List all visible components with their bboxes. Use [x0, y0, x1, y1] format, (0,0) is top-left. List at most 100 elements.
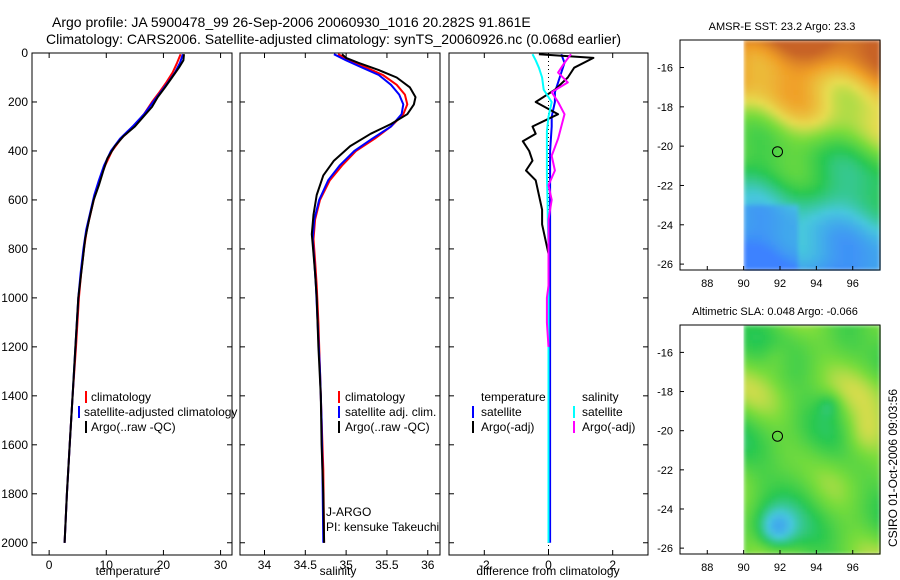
map-cell: [816, 409, 822, 416]
map-cell: [875, 145, 881, 151]
map-cell: [798, 90, 804, 96]
map-cell: [866, 419, 872, 426]
x-tick-label: 90: [738, 562, 750, 574]
map-cell: [811, 85, 817, 91]
map-cell: [748, 335, 754, 341]
map-cell: [839, 539, 845, 545]
map-cell: [866, 70, 872, 76]
map-cell: [870, 260, 876, 266]
map-cell: [839, 335, 845, 341]
map-cell: [743, 185, 749, 191]
map-cell: [770, 265, 776, 271]
map-cell: [830, 105, 836, 111]
map-cell: [743, 509, 749, 515]
map-cell: [843, 539, 849, 545]
map-cell: [757, 145, 763, 151]
map-cell: [793, 225, 799, 231]
map-cell: [757, 125, 763, 131]
map-cell: [798, 165, 804, 171]
map-cell: [861, 404, 867, 411]
map-cell: [784, 519, 790, 525]
map-cell: [852, 70, 858, 76]
map-cell: [757, 195, 763, 201]
map-cell: [789, 260, 795, 266]
map-cell: [839, 185, 845, 191]
map-cell: [843, 404, 849, 411]
map-cell: [766, 230, 772, 236]
map-cell: [816, 419, 822, 426]
map-cell: [798, 135, 804, 141]
map-cell: [839, 40, 845, 46]
map-cell: [780, 50, 786, 56]
map-cell: [752, 519, 758, 525]
x-tick-label: 92: [774, 562, 786, 574]
map-cell: [852, 190, 858, 196]
map-cell: [825, 529, 831, 535]
map-cell: [748, 330, 754, 336]
map-cell: [861, 444, 867, 451]
map-cell: [798, 359, 804, 366]
map-cell: [780, 60, 786, 66]
map-cell: [811, 469, 817, 475]
map-cell: [870, 165, 876, 171]
map-cell: [875, 474, 881, 480]
map-cell: [830, 325, 836, 331]
map-cell: [825, 464, 831, 470]
map-cell: [848, 190, 854, 196]
map-cell: [852, 185, 858, 191]
map-cell: [770, 469, 776, 475]
map-cell: [843, 434, 849, 441]
map-cell: [807, 364, 813, 371]
map-cell: [848, 175, 854, 181]
map-cell: [793, 230, 799, 236]
map-cell: [802, 414, 808, 421]
map-cell: [743, 339, 749, 346]
map-cell: [784, 394, 790, 401]
map-cell: [748, 65, 754, 71]
map-cell: [866, 165, 872, 171]
map-cell: [748, 90, 754, 96]
map-cell: [857, 205, 863, 211]
map-cell: [798, 105, 804, 111]
map-cell: [875, 544, 881, 550]
sla-map-panel: Altimetric SLA: 0.048 Argo: -0.066 88 90 9…: [657, 306, 881, 574]
map-cell: [816, 335, 822, 341]
map-cell: [798, 384, 804, 391]
map-cell: [830, 509, 836, 515]
map-cell: [780, 325, 786, 331]
map-cell: [780, 190, 786, 196]
map-cell: [816, 424, 822, 431]
map-cell: [816, 524, 822, 530]
map-cell: [861, 140, 867, 146]
map-cell: [798, 110, 804, 116]
map-cell: [807, 265, 813, 271]
map-cell: [780, 424, 786, 431]
map-cell: [852, 404, 858, 411]
map-cell: [834, 439, 840, 446]
y-tick-label: -26: [657, 543, 673, 555]
map-cell: [852, 325, 858, 331]
map-cell: [820, 265, 826, 271]
map-cell: [870, 190, 876, 196]
map-cell: [748, 80, 754, 86]
map-cell: [793, 325, 799, 331]
map-cell: [743, 364, 749, 371]
map-cell: [875, 90, 881, 96]
map-cell: [784, 130, 790, 136]
map-cell: [875, 549, 881, 555]
map-cell: [766, 70, 772, 76]
map-cell: [875, 95, 881, 101]
map-cell: [811, 195, 817, 201]
map-cell: [798, 454, 804, 460]
map-cell: [866, 140, 872, 146]
map-cell: [780, 185, 786, 191]
map-cell: [784, 464, 790, 470]
map-cell: [848, 409, 854, 416]
map-cell: [839, 210, 845, 216]
map-cell: [834, 90, 840, 96]
map-cell: [830, 265, 836, 271]
map-cell: [798, 394, 804, 401]
map-cell: [830, 40, 836, 46]
map-cell: [748, 499, 754, 505]
map-cell: [748, 160, 754, 166]
